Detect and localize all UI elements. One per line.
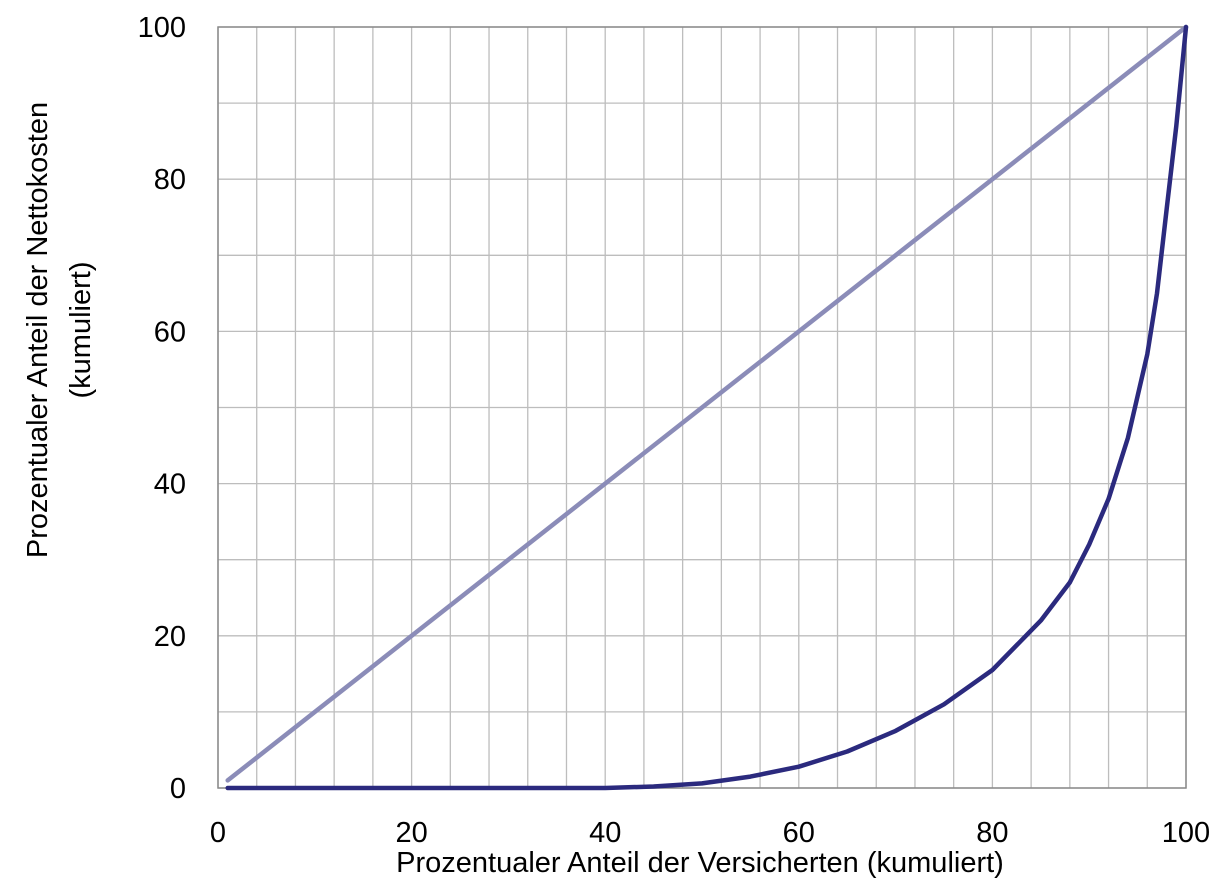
x-tick-label: 80 <box>976 817 1008 849</box>
y-tick-label: 100 <box>138 12 186 44</box>
x-axis-tick-labels: 0 20 40 60 80 100 <box>210 817 1210 849</box>
x-tick-label: 0 <box>210 817 226 849</box>
y-axis-tick-labels: 0 20 40 60 80 100 <box>138 12 186 805</box>
x-tick-label: 20 <box>395 817 427 849</box>
y-tick-label: 80 <box>154 164 186 196</box>
y-tick-label: 40 <box>154 469 186 501</box>
x-tick-label: 100 <box>1162 817 1210 849</box>
y-tick-label: 20 <box>154 621 186 653</box>
y-axis-label: Prozentualer Anteil der Nettokosten (kum… <box>22 102 97 558</box>
x-tick-label: 60 <box>783 817 815 849</box>
x-tick-label: 40 <box>589 817 621 849</box>
y-tick-label: 0 <box>170 773 186 805</box>
x-axis-label: Prozentualer Anteil der Versicherten (ku… <box>396 847 1004 879</box>
plot-area-frame <box>217 26 1187 789</box>
y-tick-label: 60 <box>154 316 186 348</box>
y-axis-label-line-1: Prozentualer Anteil der Nettokosten <box>22 102 54 558</box>
series <box>225 24 1189 791</box>
y-axis-label-line-2: (kumuliert) <box>65 262 97 399</box>
series-line-lorenz-curve <box>225 24 1189 791</box>
series-line-equality <box>225 24 1189 783</box>
